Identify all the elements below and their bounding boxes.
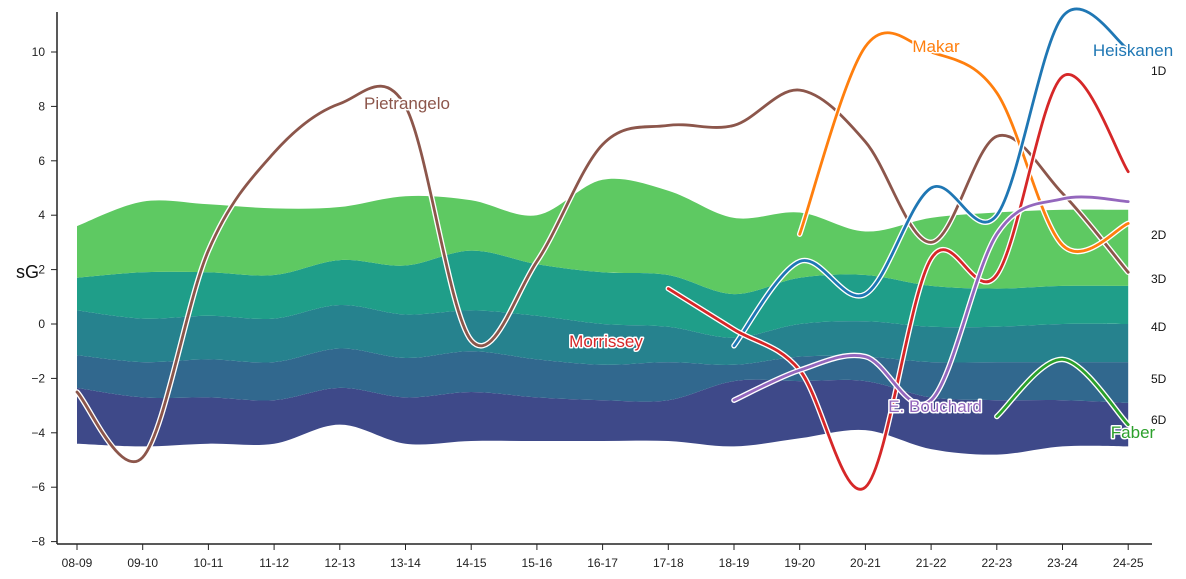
y-tick-label: 8 <box>38 99 45 113</box>
x-tick-label: 12-13 <box>324 556 355 570</box>
x-tick-label: 17-18 <box>653 556 684 570</box>
x-tick-label: 21-22 <box>916 556 947 570</box>
band-label-4d: 4D <box>1151 320 1167 334</box>
band-5d <box>77 348 1129 403</box>
band-6d <box>77 379 1129 455</box>
y-axis-label: sG <box>16 262 39 282</box>
band-4d <box>77 304 1129 365</box>
x-tick-label: 13-14 <box>390 556 421 570</box>
x-tick-label: 09-10 <box>127 556 158 570</box>
band-label-5d: 5D <box>1151 372 1167 386</box>
axes: −8 −6 −4 −2 0 2 4 6 8 10 08-09 09-10 10-11 11-12 12-1… <box>16 12 1152 570</box>
y-tick-label: −8 <box>31 535 45 549</box>
x-tick-label: 23-24 <box>1047 556 1078 570</box>
x-tick-label: 16-17 <box>587 556 618 570</box>
band-2d <box>77 178 1129 295</box>
band-labels: 1D 2D 3D 4D 5D 6D <box>1151 64 1167 427</box>
x-tick-label: 18-19 <box>719 556 750 570</box>
series-label-pietrangelo: Pietrangelo <box>364 94 450 113</box>
series-line-pietrangelo <box>75 84 1130 463</box>
y-tick-label: −2 <box>31 371 45 385</box>
x-tick-label: 14-15 <box>456 556 487 570</box>
y-tick-label: 4 <box>38 208 45 222</box>
x-tick-label: 20-21 <box>850 556 881 570</box>
series-label-e-bouchard: E. Bouchard <box>888 397 982 416</box>
series-line-heiskanen <box>732 7 1130 348</box>
x-tick-label: 10-11 <box>193 556 223 570</box>
x-tick-label: 19-20 <box>784 556 815 570</box>
x-ticks: 08-09 09-10 10-11 11-12 12-13 13-14 14-15 15-16… <box>62 544 1144 570</box>
series-lines <box>74 6 1131 493</box>
series-line-morrissey <box>666 73 1130 491</box>
band-label-2d: 2D <box>1151 228 1167 242</box>
y-tick-label: −4 <box>31 426 45 440</box>
y-tick-label: 6 <box>38 154 45 168</box>
series-labels: Pietrangelo Makar Heiskanen Morrissey E. Bou… <box>362 36 1174 444</box>
band-label-3d: 3D <box>1151 272 1167 286</box>
band-label-1d: 1D <box>1151 64 1167 78</box>
x-tick-label: 22-23 <box>981 556 1012 570</box>
x-tick-label: 15-16 <box>522 556 553 570</box>
series-label-morrissey: Morrissey <box>569 332 643 351</box>
y-tick-label: 0 <box>38 317 45 331</box>
x-tick-label: 24-25 <box>1113 556 1144 570</box>
y-tick-label: −6 <box>31 480 45 494</box>
x-tick-label: 08-09 <box>62 556 93 570</box>
series-label-heiskanen: Heiskanen <box>1093 41 1173 60</box>
x-tick-label: 11-12 <box>259 556 289 570</box>
series-line-makar <box>798 31 1130 253</box>
y-ticks: −8 −6 −4 −2 0 2 4 6 8 10 <box>31 45 57 549</box>
series-label-makar: Makar <box>912 37 960 56</box>
y-tick-label: 2 <box>38 263 45 277</box>
series-line-e-bouchard <box>732 195 1130 406</box>
stacked-bands <box>77 178 1129 455</box>
band-3d <box>77 250 1129 338</box>
y-tick-label: 10 <box>32 45 46 59</box>
series-label-faber: Faber <box>1111 423 1156 442</box>
band-label-6d: 6D <box>1151 413 1167 427</box>
series-line-faber <box>995 357 1130 426</box>
